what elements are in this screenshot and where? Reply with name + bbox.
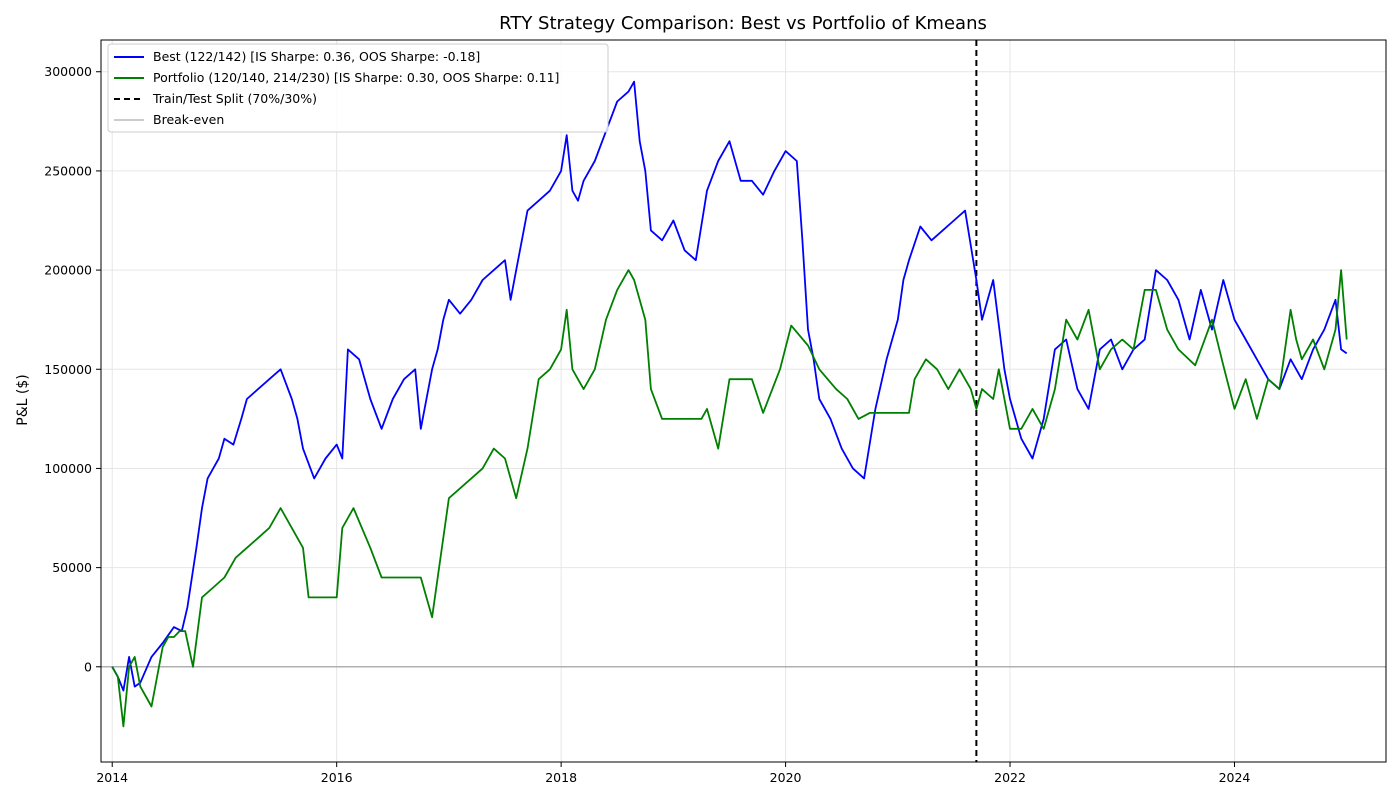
legend-label-breakeven: Break-even	[153, 112, 224, 127]
y-tick-label: 250000	[44, 163, 92, 178]
plot-frame	[100, 39, 1387, 763]
reference-lines	[101, 40, 1386, 762]
series-layer	[111, 80, 1348, 728]
series-line-portfolio	[111, 269, 1348, 728]
series-line-best	[111, 80, 1348, 692]
legend-label-split: Train/Test Split (70%/30%)	[152, 91, 317, 106]
y-tick-label: 300000	[44, 64, 92, 79]
x-tick-label: 2024	[1219, 770, 1251, 785]
y-tick-label: 100000	[44, 461, 92, 476]
y-axis-label: P&L ($)	[15, 374, 31, 425]
y-tick-label: 150000	[44, 362, 92, 377]
x-tick-label: 2014	[96, 770, 128, 785]
legend-label-best: Best (122/142) [IS Sharpe: 0.36, OOS Sha…	[153, 49, 480, 64]
grid	[101, 40, 1386, 762]
x-tick-label: 2018	[545, 770, 577, 785]
axes: 2014 2016 2018 2020 2022 2024 0 50000 100000 1500…	[44, 39, 1387, 785]
chart-title: RTY Strategy Comparison: Best vs Portfol…	[499, 13, 987, 34]
legend-label-portfolio: Portfolio (120/140, 214/230) [IS Sharpe:…	[153, 70, 559, 85]
y-tick-label: 0	[84, 659, 92, 674]
x-tick-label: 2020	[770, 770, 802, 785]
x-tick-label: 2016	[321, 770, 353, 785]
legend-box	[107, 43, 609, 133]
legend: Best (122/142) [IS Sharpe: 0.36, OOS Sha…	[107, 43, 609, 133]
y-tick-label: 200000	[44, 263, 92, 278]
y-tick-label: 50000	[52, 560, 92, 575]
x-tick-label: 2022	[994, 770, 1026, 785]
